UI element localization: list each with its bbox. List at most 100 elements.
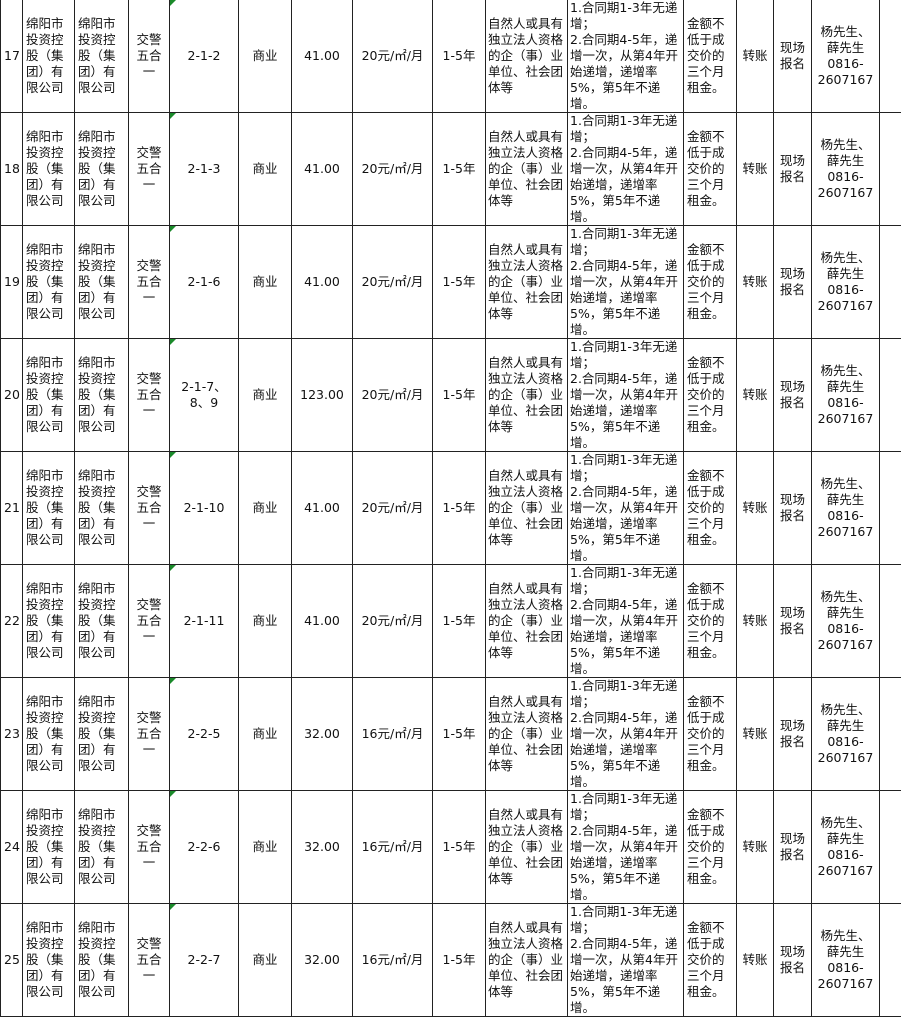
eligibility-cell[interactable]: 自然人或具有独立法人资格的企（事）业单位、社会团体等 — [486, 791, 568, 904]
contact-cell[interactable]: 杨先生、薛先生0816-2607167 — [812, 565, 880, 678]
empty-cell[interactable] — [880, 791, 901, 904]
payment-cell[interactable]: 转账 — [737, 452, 774, 565]
term-cell[interactable]: 1-5年 — [433, 678, 486, 791]
contact-cell[interactable]: 杨先生、薛先生0816-2607167 — [812, 226, 880, 339]
signup-cell[interactable]: 现场报名 — [774, 339, 812, 452]
price-cell[interactable]: 20元/㎡/月 — [353, 226, 433, 339]
signup-cell[interactable]: 现场报名 — [774, 678, 812, 791]
eligibility-cell[interactable]: 自然人或具有独立法人资格的企（事）业单位、社会团体等 — [486, 113, 568, 226]
price-cell[interactable]: 16元/㎡/月 — [353, 678, 433, 791]
increase-cell[interactable]: 1.合同期1-3年无递增； 2.合同期4-5年，递增一次，从第4年开始递增，递增… — [568, 339, 684, 452]
use-cell[interactable]: 商业 — [239, 452, 292, 565]
empty-cell[interactable] — [880, 452, 901, 565]
use-cell[interactable]: 商业 — [239, 791, 292, 904]
deposit-cell[interactable]: 金额不低于成交价的三个月租金。 — [684, 339, 737, 452]
empty-cell[interactable] — [880, 339, 901, 452]
price-cell[interactable]: 20元/㎡/月 — [353, 452, 433, 565]
contact-cell[interactable]: 杨先生、薛先生0816-2607167 — [812, 339, 880, 452]
area-cell[interactable]: 32.00 — [292, 678, 353, 791]
increase-cell[interactable]: 1.合同期1-3年无递增； 2.合同期4-5年，递增一次，从第4年开始递增，递增… — [568, 565, 684, 678]
deposit-cell[interactable]: 金额不低于成交价的三个月租金。 — [684, 565, 737, 678]
use-cell[interactable]: 商业 — [239, 904, 292, 1017]
unit-cell[interactable]: 2-1-3 — [170, 113, 239, 226]
eligibility-cell[interactable]: 自然人或具有独立法人资格的企（事）业单位、社会团体等 — [486, 904, 568, 1017]
price-cell[interactable]: 16元/㎡/月 — [353, 791, 433, 904]
lessor-cell[interactable]: 绵阳市投资控股（集团）有限公司 — [75, 113, 129, 226]
area-cell[interactable]: 32.00 — [292, 904, 353, 1017]
payment-cell[interactable]: 转账 — [737, 565, 774, 678]
contact-cell[interactable]: 杨先生、薛先生0816-2607167 — [812, 0, 880, 113]
unit-cell[interactable]: 2-1-2 — [170, 0, 239, 113]
payment-cell[interactable]: 转账 — [737, 0, 774, 113]
contact-cell[interactable]: 杨先生、薛先生0816-2607167 — [812, 791, 880, 904]
payment-cell[interactable]: 转账 — [737, 678, 774, 791]
lessor-cell[interactable]: 绵阳市投资控股（集团）有限公司 — [75, 339, 129, 452]
contact-cell[interactable]: 杨先生、薛先生0816-2607167 — [812, 452, 880, 565]
area-cell[interactable]: 41.00 — [292, 226, 353, 339]
eligibility-cell[interactable]: 自然人或具有独立法人资格的企（事）业单位、社会团体等 — [486, 226, 568, 339]
empty-cell[interactable] — [880, 565, 901, 678]
increase-cell[interactable]: 1.合同期1-3年无递增； 2.合同期4-5年，递增一次，从第4年开始递增，递增… — [568, 904, 684, 1017]
deposit-cell[interactable]: 金额不低于成交价的三个月租金。 — [684, 904, 737, 1017]
eligibility-cell[interactable]: 自然人或具有独立法人资格的企（事）业单位、社会团体等 — [486, 339, 568, 452]
contact-cell[interactable]: 杨先生、薛先生0816-2607167 — [812, 904, 880, 1017]
price-cell[interactable]: 20元/㎡/月 — [353, 113, 433, 226]
owner-cell[interactable]: 绵阳市投资控股（集团）有限公司 — [23, 339, 75, 452]
term-cell[interactable]: 1-5年 — [433, 791, 486, 904]
unit-cell[interactable]: 2-2-7 — [170, 904, 239, 1017]
term-cell[interactable]: 1-5年 — [433, 0, 486, 113]
area-cell[interactable]: 32.00 — [292, 791, 353, 904]
row-number[interactable]: 23 — [1, 678, 23, 791]
row-number[interactable]: 22 — [1, 565, 23, 678]
deposit-cell[interactable]: 金额不低于成交价的三个月租金。 — [684, 0, 737, 113]
signup-cell[interactable]: 现场报名 — [774, 452, 812, 565]
lessor-cell[interactable]: 绵阳市投资控股（集团）有限公司 — [75, 565, 129, 678]
owner-cell[interactable]: 绵阳市投资控股（集团）有限公司 — [23, 904, 75, 1017]
location-cell[interactable]: 交警五合一 — [129, 226, 170, 339]
area-cell[interactable]: 41.00 — [292, 0, 353, 113]
empty-cell[interactable] — [880, 904, 901, 1017]
unit-cell[interactable]: 2-2-5 — [170, 678, 239, 791]
signup-cell[interactable]: 现场报名 — [774, 791, 812, 904]
deposit-cell[interactable]: 金额不低于成交价的三个月租金。 — [684, 452, 737, 565]
area-cell[interactable]: 41.00 — [292, 565, 353, 678]
signup-cell[interactable]: 现场报名 — [774, 113, 812, 226]
unit-cell[interactable]: 2-2-6 — [170, 791, 239, 904]
area-cell[interactable]: 41.00 — [292, 113, 353, 226]
signup-cell[interactable]: 现场报名 — [774, 565, 812, 678]
unit-cell[interactable]: 2-1-10 — [170, 452, 239, 565]
location-cell[interactable]: 交警五合一 — [129, 678, 170, 791]
owner-cell[interactable]: 绵阳市投资控股（集团）有限公司 — [23, 791, 75, 904]
price-cell[interactable]: 20元/㎡/月 — [353, 339, 433, 452]
term-cell[interactable]: 1-5年 — [433, 904, 486, 1017]
area-cell[interactable]: 123.00 — [292, 339, 353, 452]
lessor-cell[interactable]: 绵阳市投资控股（集团）有限公司 — [75, 678, 129, 791]
location-cell[interactable]: 交警五合一 — [129, 0, 170, 113]
deposit-cell[interactable]: 金额不低于成交价的三个月租金。 — [684, 791, 737, 904]
payment-cell[interactable]: 转账 — [737, 226, 774, 339]
signup-cell[interactable]: 现场报名 — [774, 226, 812, 339]
use-cell[interactable]: 商业 — [239, 0, 292, 113]
row-number[interactable]: 21 — [1, 452, 23, 565]
row-number[interactable]: 18 — [1, 113, 23, 226]
use-cell[interactable]: 商业 — [239, 113, 292, 226]
empty-cell[interactable] — [880, 678, 901, 791]
row-number[interactable]: 17 — [1, 0, 23, 113]
owner-cell[interactable]: 绵阳市投资控股（集团）有限公司 — [23, 565, 75, 678]
signup-cell[interactable]: 现场报名 — [774, 904, 812, 1017]
increase-cell[interactable]: 1.合同期1-3年无递增； 2.合同期4-5年，递增一次，从第4年开始递增，递增… — [568, 226, 684, 339]
unit-cell[interactable]: 2-1-7、8、9 — [170, 339, 239, 452]
location-cell[interactable]: 交警五合一 — [129, 113, 170, 226]
term-cell[interactable]: 1-5年 — [433, 565, 486, 678]
empty-cell[interactable] — [880, 113, 901, 226]
increase-cell[interactable]: 1.合同期1-3年无递增； 2.合同期4-5年，递增一次，从第4年开始递增，递增… — [568, 678, 684, 791]
owner-cell[interactable]: 绵阳市投资控股（集团）有限公司 — [23, 113, 75, 226]
deposit-cell[interactable]: 金额不低于成交价的三个月租金。 — [684, 113, 737, 226]
lessor-cell[interactable]: 绵阳市投资控股（集团）有限公司 — [75, 791, 129, 904]
payment-cell[interactable]: 转账 — [737, 904, 774, 1017]
unit-cell[interactable]: 2-1-11 — [170, 565, 239, 678]
price-cell[interactable]: 20元/㎡/月 — [353, 0, 433, 113]
location-cell[interactable]: 交警五合一 — [129, 791, 170, 904]
contact-cell[interactable]: 杨先生、薛先生0816-2607167 — [812, 678, 880, 791]
increase-cell[interactable]: 1.合同期1-3年无递增； 2.合同期4-5年，递增一次，从第4年开始递增，递增… — [568, 0, 684, 113]
